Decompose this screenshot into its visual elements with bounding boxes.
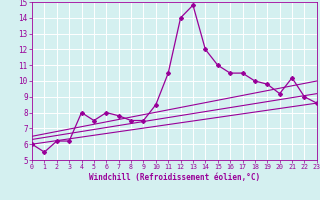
X-axis label: Windchill (Refroidissement éolien,°C): Windchill (Refroidissement éolien,°C) <box>89 173 260 182</box>
